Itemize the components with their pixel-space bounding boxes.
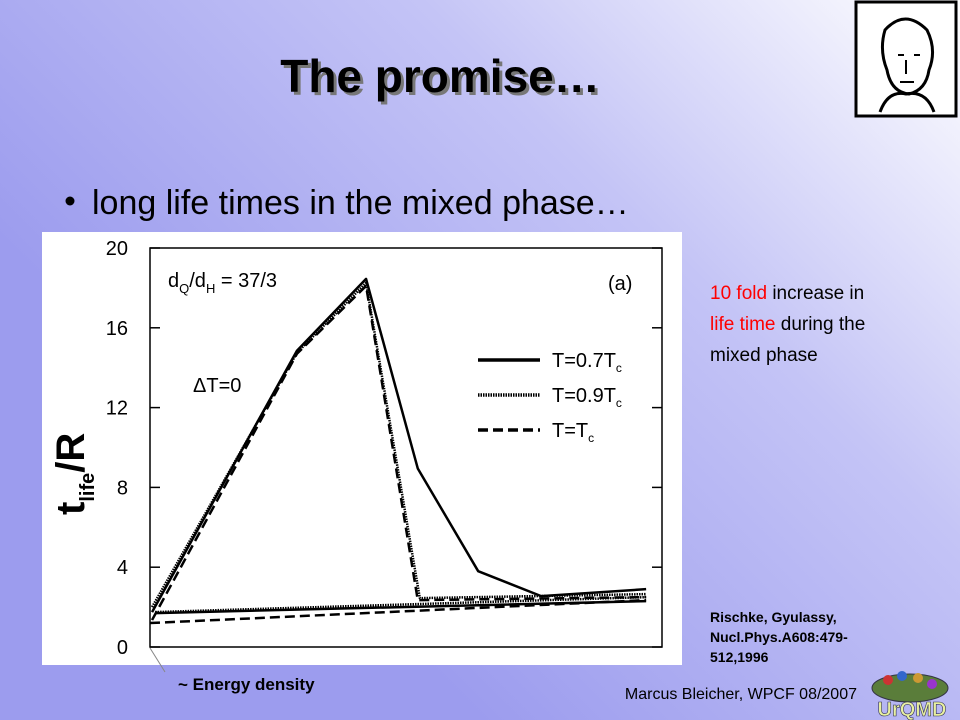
annotation-part: ΔT=0 <box>193 375 241 397</box>
reference-line: 512,1996 <box>710 649 769 665</box>
y-label-rest: /R <box>49 433 93 473</box>
bullet-dot <box>65 196 75 206</box>
reference-line: Rischke, Gyulassy, <box>710 609 837 625</box>
legend-sub: c <box>616 361 622 375</box>
annotation-part: (a) <box>608 273 632 295</box>
annotation-part: H <box>206 281 215 296</box>
legend-sub: c <box>588 431 594 445</box>
reference: Rischke, Gyulassy, Nucl.Phys.A608:479- 512… <box>710 609 848 665</box>
note-segment: mixed phase <box>710 345 818 366</box>
y-tick-label: 0 <box>117 637 128 659</box>
caption-pointer <box>149 647 166 673</box>
legend-sub: c <box>616 396 622 410</box>
y-tick-label: 20 <box>106 238 128 260</box>
note-line: 10 fold increase in <box>710 283 864 304</box>
plot-frame <box>149 247 663 648</box>
note-segment: increase in <box>767 283 864 304</box>
note-segment: 10 fold <box>710 283 767 304</box>
note-line: mixed phase <box>710 345 818 366</box>
x-caption: ~ Energy density <box>178 675 315 694</box>
note: 10 fold increase in life time during the m… <box>710 283 865 366</box>
legend-label: T=Tc <box>552 420 594 445</box>
y-label-main: t <box>49 502 93 515</box>
note-segment: life time <box>710 314 775 335</box>
footer: Marcus Bleicher, WPCF 08/2007 <box>625 686 857 703</box>
portrait <box>854 0 958 118</box>
bullet-text: long life times in the mixed phase… <box>92 184 629 222</box>
legend-label: T=0.9Tc <box>552 385 622 410</box>
note-segment: during the <box>775 314 865 335</box>
slide-title: The promise… <box>280 50 600 102</box>
annotation-part: = 37/3 <box>215 270 277 292</box>
y-tick-label: 12 <box>106 398 128 420</box>
y-axis-label: tlife/R <box>49 433 99 515</box>
legend-name: T=0.7T <box>552 350 616 372</box>
annotation-part: /d <box>189 270 206 292</box>
annotation: (a) <box>608 273 632 295</box>
logo: UrQMD <box>871 671 949 720</box>
annotation: dQ/dH = 37/3 <box>168 270 277 296</box>
series-line <box>150 281 647 614</box>
annotation-part: d <box>168 270 179 292</box>
annotation-part: Q <box>179 281 189 296</box>
y-label-sub: life <box>77 473 99 502</box>
legend-label: T=0.7Tc <box>552 350 622 375</box>
legend-name: T=T <box>552 420 588 442</box>
reference-line: Nucl.Phys.A608:479- <box>710 629 848 645</box>
y-tick-label: 8 <box>117 477 128 499</box>
series-line <box>149 284 647 625</box>
y-tick-label: 4 <box>117 557 128 579</box>
y-tick-label: 16 <box>106 318 128 340</box>
annotation: ΔT=0 <box>193 375 241 397</box>
logo-text: UrQMD <box>878 699 947 720</box>
note-line: life time during the <box>710 314 865 335</box>
legend-name: T=0.9T <box>552 385 616 407</box>
title-shadow: The promise… <box>283 53 603 105</box>
